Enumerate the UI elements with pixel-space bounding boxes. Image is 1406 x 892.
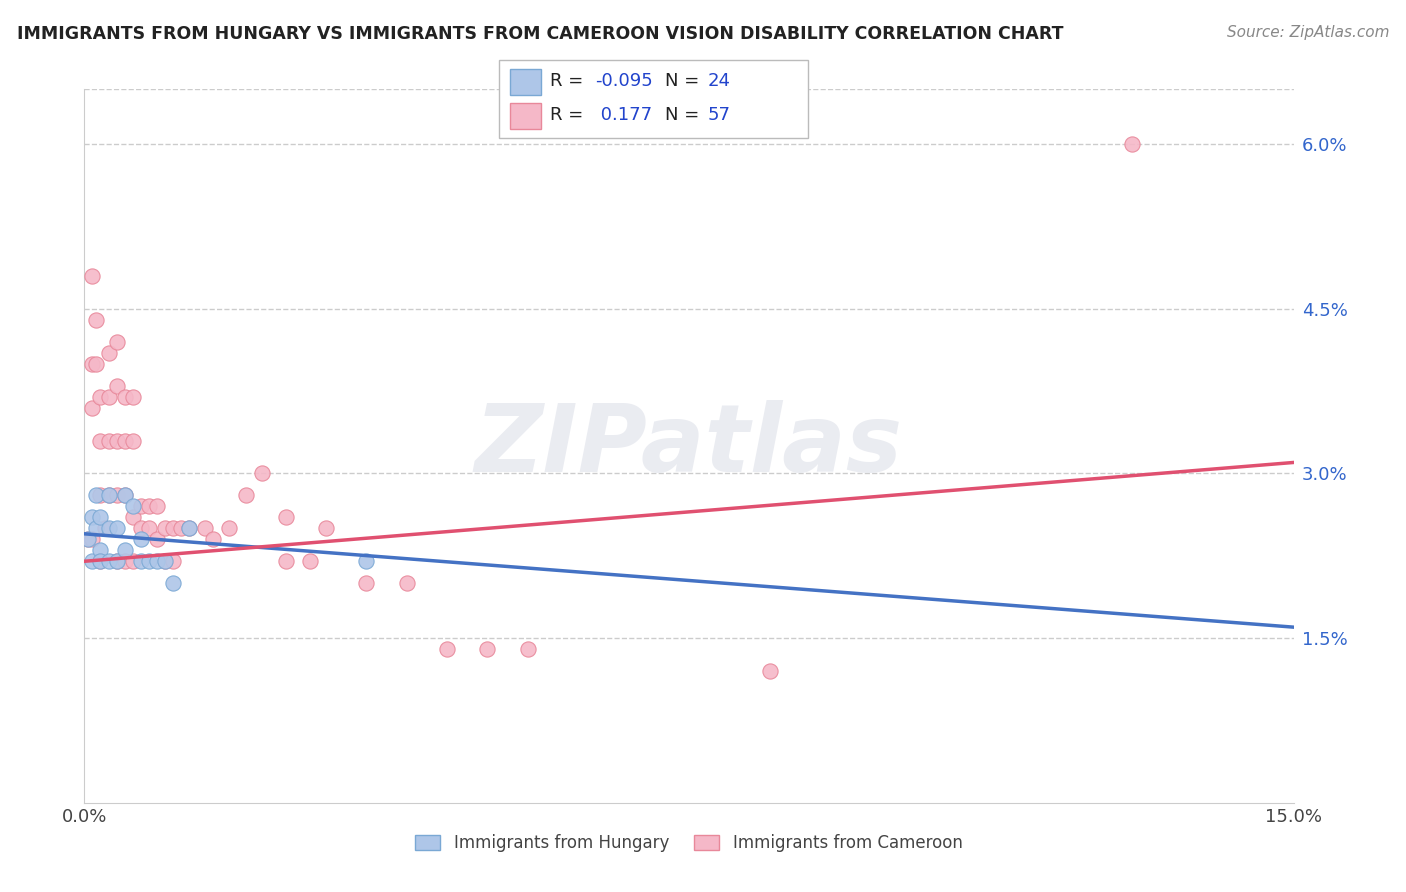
Point [516, 642, 538, 657]
Point [82, 357, 104, 371]
Text: N =: N = [665, 72, 704, 90]
Text: -0.095: -0.095 [595, 72, 652, 90]
Point [162, 576, 184, 591]
Point [194, 521, 217, 535]
Point [105, 434, 128, 448]
Point [89, 434, 111, 448]
Point [129, 521, 152, 535]
Point [97, 554, 120, 568]
Point [97, 390, 120, 404]
Point [86, 357, 108, 371]
Point [97, 434, 120, 448]
Point [86, 488, 108, 502]
Point [77, 533, 100, 547]
Point [121, 390, 143, 404]
Point [89, 390, 111, 404]
Point [105, 334, 128, 349]
Point [114, 554, 136, 568]
Point [153, 521, 176, 535]
Point [105, 378, 128, 392]
Point [77, 533, 100, 547]
Point [89, 543, 111, 558]
Text: 57: 57 [707, 106, 730, 124]
Point [235, 488, 257, 502]
Point [153, 554, 176, 568]
Point [121, 500, 143, 514]
Point [121, 554, 143, 568]
Point [114, 543, 136, 558]
Point [356, 554, 378, 568]
Point [162, 554, 184, 568]
Point [97, 345, 120, 359]
Point [395, 576, 418, 591]
Text: N =: N = [665, 106, 704, 124]
Point [82, 554, 104, 568]
Point [179, 521, 201, 535]
Point [97, 488, 120, 502]
Point [105, 554, 128, 568]
Point [162, 521, 184, 535]
Point [86, 312, 108, 326]
Point [114, 488, 136, 502]
Point [82, 510, 104, 524]
Point [436, 642, 458, 657]
Point [299, 554, 322, 568]
Text: R =: R = [550, 106, 589, 124]
Point [1121, 137, 1143, 152]
Point [356, 576, 378, 591]
Point [121, 434, 143, 448]
Point [146, 500, 169, 514]
Point [138, 521, 160, 535]
Point [82, 401, 104, 415]
Point [97, 488, 120, 502]
Point [82, 268, 104, 283]
Point [97, 521, 120, 535]
Point [114, 390, 136, 404]
Text: R =: R = [550, 72, 589, 90]
Text: 0.177: 0.177 [595, 106, 652, 124]
Point [315, 521, 337, 535]
Point [114, 488, 136, 502]
Text: ZIPatlas: ZIPatlas [475, 400, 903, 492]
Point [129, 554, 152, 568]
Point [202, 533, 225, 547]
Point [218, 521, 240, 535]
Point [146, 533, 169, 547]
Point [121, 510, 143, 524]
Point [82, 533, 104, 547]
Point [89, 488, 111, 502]
Point [89, 510, 111, 524]
Point [153, 554, 176, 568]
Point [250, 467, 273, 481]
Point [477, 642, 499, 657]
Point [138, 500, 160, 514]
Point [170, 521, 193, 535]
Point [274, 554, 297, 568]
Text: 24: 24 [707, 72, 730, 90]
Point [114, 434, 136, 448]
Point [274, 510, 297, 524]
Point [105, 488, 128, 502]
Text: IMMIGRANTS FROM HUNGARY VS IMMIGRANTS FROM CAMEROON VISION DISABILITY CORRELATIO: IMMIGRANTS FROM HUNGARY VS IMMIGRANTS FR… [17, 25, 1063, 43]
Point [93, 521, 115, 535]
Point [105, 521, 128, 535]
Text: Source: ZipAtlas.com: Source: ZipAtlas.com [1226, 25, 1389, 40]
Legend: Immigrants from Hungary, Immigrants from Cameroon: Immigrants from Hungary, Immigrants from… [409, 828, 969, 859]
Point [758, 664, 780, 678]
Point [129, 533, 152, 547]
Point [146, 554, 169, 568]
Point [89, 554, 111, 568]
Point [179, 521, 201, 535]
Point [138, 554, 160, 568]
Point [129, 500, 152, 514]
Point [105, 554, 128, 568]
Point [89, 554, 111, 568]
Point [86, 521, 108, 535]
